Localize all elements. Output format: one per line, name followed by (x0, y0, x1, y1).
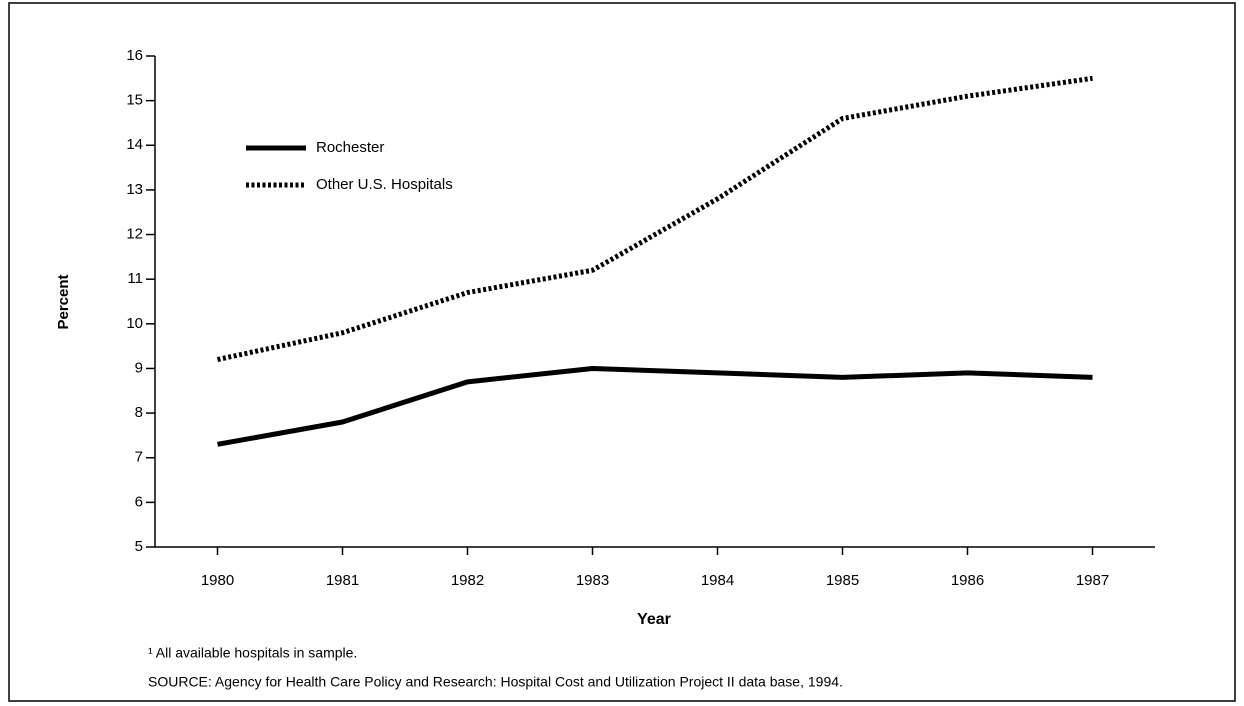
frame (8, 2, 1236, 702)
y-tick-label: 9 (135, 359, 143, 376)
y-tick-label: 6 (135, 493, 143, 510)
x-axis-label: Year (637, 611, 671, 628)
series-line (216, 75, 1093, 362)
y-tick-label: 7 (135, 449, 143, 466)
x-tick-label: 1980 (201, 572, 234, 589)
x-tick-label: 1987 (1076, 572, 1109, 589)
y-tick-label: 10 (126, 315, 143, 332)
y-tick-label: 16 (126, 47, 143, 64)
x-tick-label: 1982 (451, 572, 484, 589)
y-axis-label: Percent (55, 274, 72, 329)
y-tick-label: 12 (126, 226, 143, 243)
y-tick-label: 14 (126, 136, 143, 153)
y-tick-label: 8 (135, 404, 143, 421)
x-tick-label: 1986 (951, 572, 984, 589)
footnote: ¹ All available hospitals in sample. (148, 645, 357, 661)
x-tick-label: 1985 (826, 572, 859, 589)
x-tick-label: 1983 (576, 572, 609, 589)
legend-label: Rochester (316, 139, 384, 156)
y-tick-label: 13 (126, 181, 143, 198)
x-tick-label: 1981 (326, 572, 359, 589)
y-tick-label: 5 (135, 538, 143, 555)
x-tick-label: 1984 (701, 572, 734, 589)
legend-label: Other U.S. Hospitals (316, 176, 453, 193)
y-tick-label: 11 (127, 270, 143, 287)
source: SOURCE: Agency for Health Care Policy an… (148, 674, 843, 690)
series-line (217, 365, 1093, 447)
y-tick-label: 15 (126, 92, 143, 109)
